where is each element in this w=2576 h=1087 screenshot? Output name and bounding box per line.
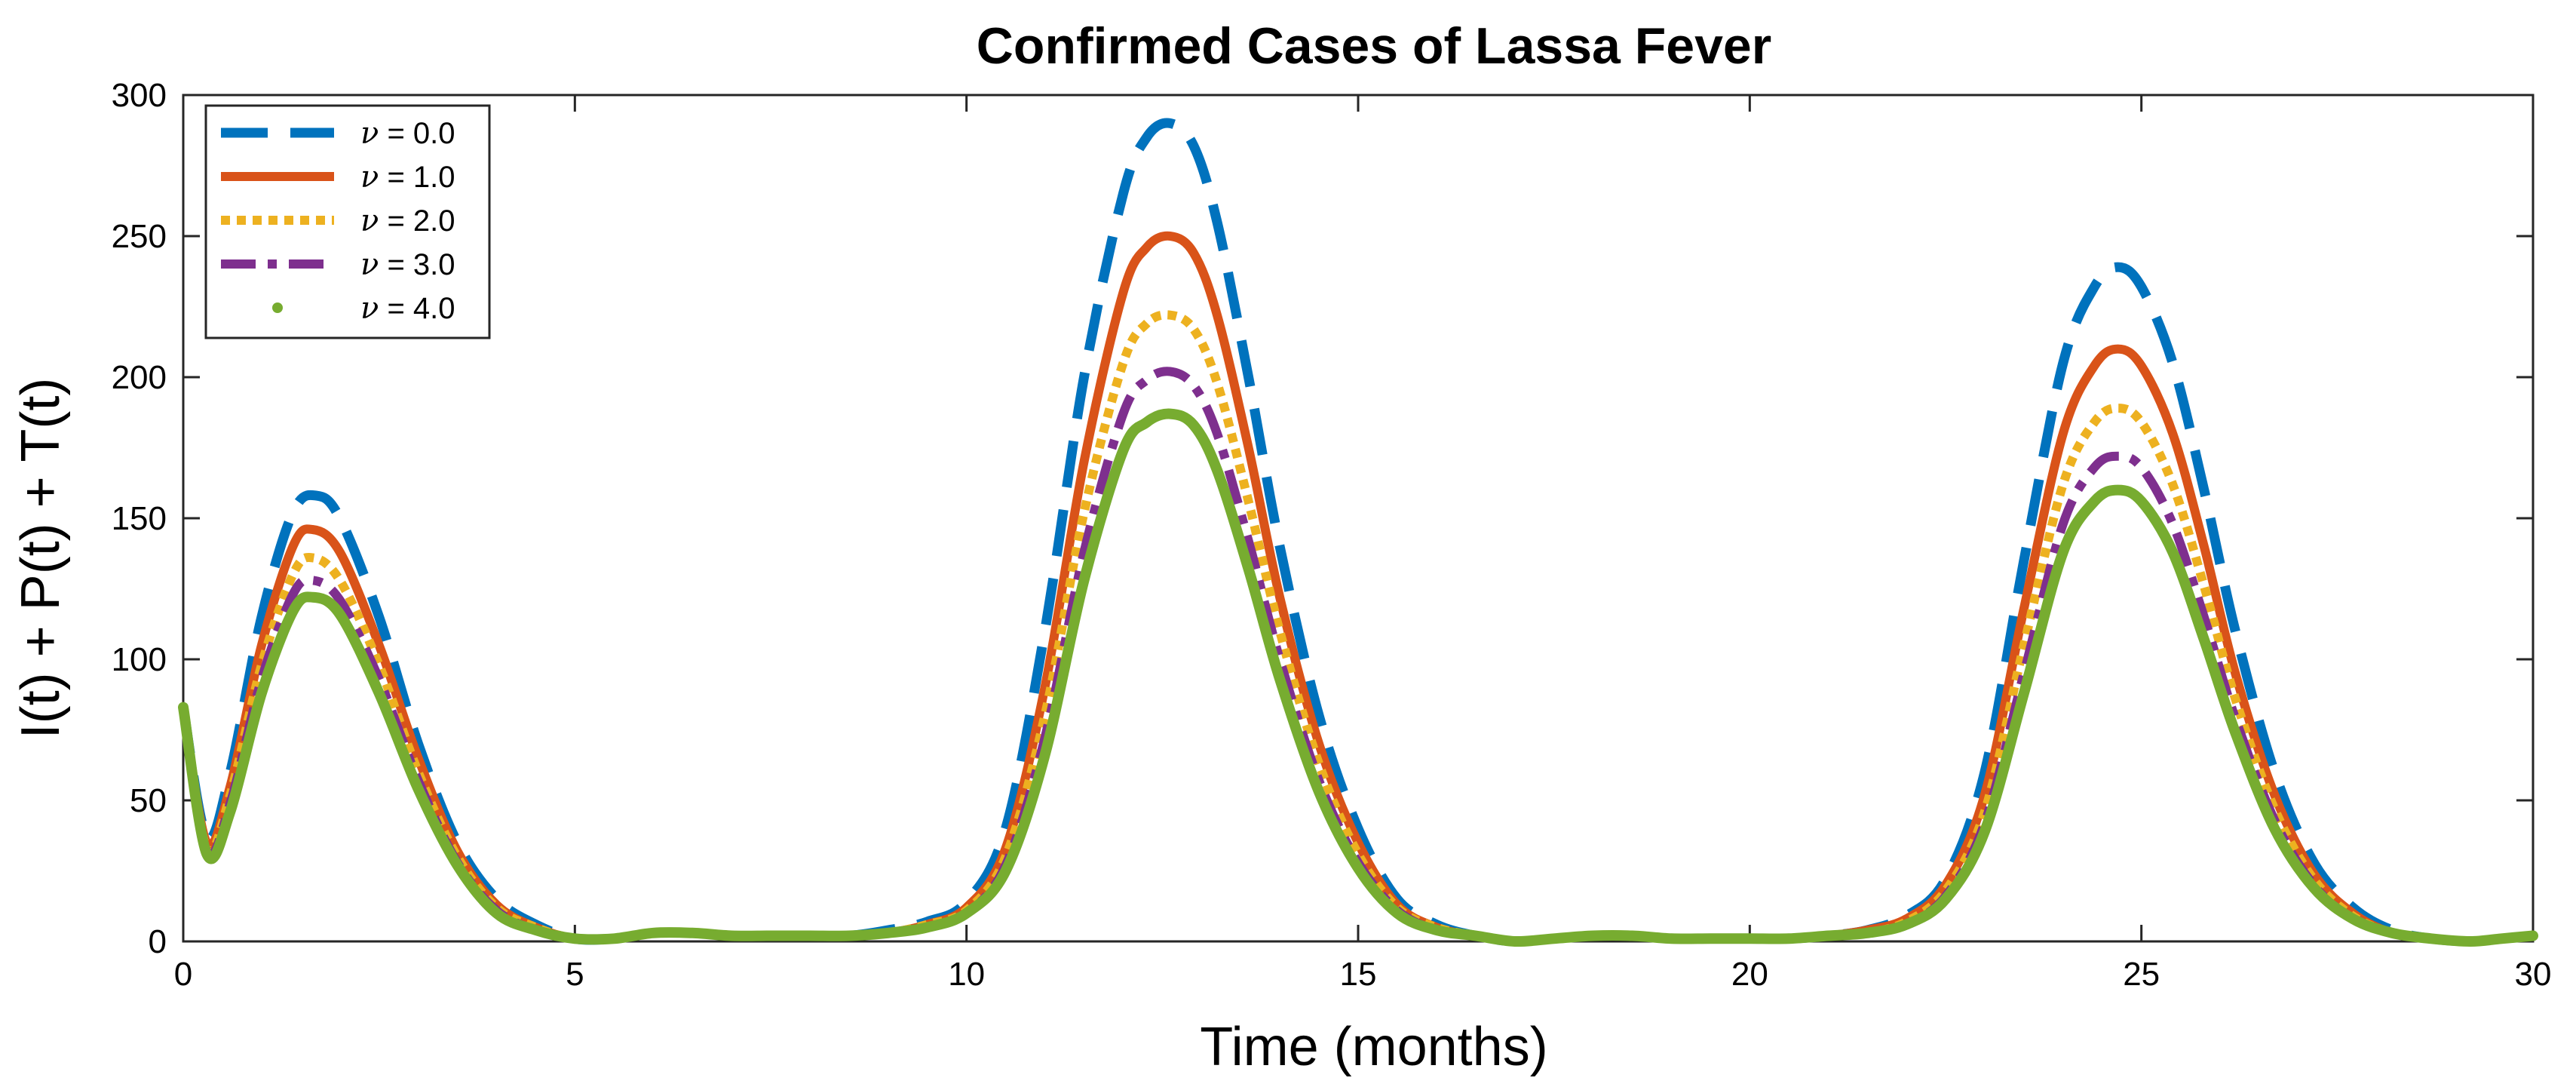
y-tick-label: 0 — [149, 923, 167, 960]
x-tick-label: 5 — [566, 956, 584, 993]
legend: ν = 0.0ν = 1.0ν = 2.0ν = 3.0ν = 4.0 — [204, 104, 491, 339]
legend-entry-label: ν = 3.0 — [360, 247, 455, 282]
x-tick-label: 0 — [174, 956, 192, 993]
x-axis-label: Time (months) — [1200, 1017, 1547, 1077]
y-tick-label: 300 — [112, 77, 167, 114]
x-tick-label: 10 — [948, 956, 985, 993]
x-tick-label: 15 — [1340, 956, 1377, 993]
legend-symbol: ν — [360, 160, 379, 195]
y-tick-label: 150 — [112, 500, 167, 537]
legend-value: = 1.0 — [379, 161, 455, 194]
legend-value: = 0.0 — [379, 117, 455, 150]
y-tick-label: 100 — [112, 641, 167, 678]
x-tick-label: 25 — [2123, 956, 2160, 993]
legend-entry-label: ν = 2.0 — [360, 204, 455, 238]
legend-value: = 4.0 — [379, 292, 455, 325]
y-axis-label: I(t) + P(t) + T(t) — [11, 378, 71, 739]
legend-symbol: ν — [360, 291, 379, 326]
x-tick-label: 30 — [2515, 956, 2552, 993]
legend-value: = 2.0 — [379, 204, 455, 238]
series-line-0 — [178, 118, 2534, 947]
legend-symbol: ν — [360, 247, 379, 282]
legend-entry-label: ν = 4.0 — [360, 291, 455, 326]
legend-entry-label: ν = 0.0 — [360, 116, 455, 151]
series-line-4 — [178, 408, 2538, 947]
legend-value: = 3.0 — [379, 248, 455, 281]
y-tick-label: 250 — [112, 218, 167, 255]
legend-entry-label: ν = 1.0 — [360, 160, 455, 195]
legend-symbol: ν — [360, 116, 379, 151]
y-tick-label: 50 — [130, 782, 167, 819]
chart-title: Confirmed Cases of Lassa Fever — [977, 17, 1771, 75]
legend-symbol: ν — [360, 204, 379, 238]
x-tick-label: 20 — [1731, 956, 1768, 993]
y-tick-label: 200 — [112, 359, 167, 396]
legend-marker-4 — [272, 302, 283, 313]
series-lines — [178, 118, 2538, 947]
